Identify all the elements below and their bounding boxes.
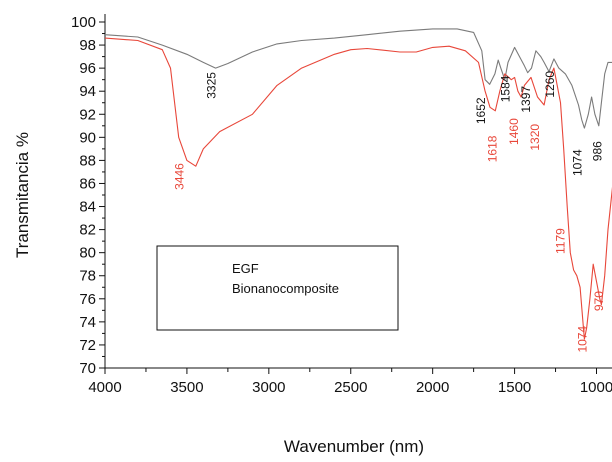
y-tick-label: 90: [79, 129, 96, 146]
x-tick-label: 4000: [88, 379, 121, 396]
x-tick-label: 3000: [252, 379, 285, 396]
legend-entry: EGF: [232, 261, 259, 276]
annotation-layer: 3325 1652 1584 1397 1260 1074 986 1618 1460 1320 3…: [173, 71, 606, 353]
peak-label: 1397: [519, 86, 533, 113]
series-line-egf: [105, 28, 612, 129]
legend: EGF Bionanocomposite: [156, 245, 399, 331]
y-axis-title: Transmitancia %: [13, 132, 32, 258]
y-tick-label: 88: [79, 152, 96, 169]
x-axis-title: Wavenumber (nm): [284, 437, 424, 456]
series-line-bionanocomposite: [105, 37, 612, 340]
peak-label: 1584: [499, 75, 513, 102]
y-tick-label: 74: [79, 314, 96, 331]
y-tick-label: 76: [79, 291, 96, 308]
y-tick-label: 94: [79, 83, 96, 100]
y-tick-label: 98: [79, 37, 96, 54]
peak-label: 986: [590, 141, 604, 161]
peak-label: 970: [592, 291, 606, 311]
series-layer: [105, 28, 612, 340]
peak-label: 1074: [570, 149, 584, 176]
y-tick-label: 82: [79, 222, 96, 239]
x-tick-label: 1500: [498, 379, 531, 396]
peak-label: 1618: [486, 135, 500, 162]
y-tick-label: 86: [79, 175, 96, 192]
y-tick-label: 72: [79, 337, 96, 354]
y-tick-label: 70: [79, 360, 96, 377]
legend-box: [156, 245, 399, 331]
x-tick-label: 2500: [334, 379, 367, 396]
peak-label: 3446: [173, 163, 187, 190]
y-tick-label: 92: [79, 106, 96, 123]
y-tick-label: 96: [79, 60, 96, 77]
y-tick-label: 80: [79, 245, 96, 262]
peak-label: 1652: [474, 97, 488, 124]
axes: 70 72 74 76 78 80 82 84 86 88 90 92 94 96 98 100 4000 350…: [71, 14, 612, 396]
peak-label: 1460: [507, 118, 521, 145]
y-tick-label: 100: [71, 14, 96, 31]
peak-label: 1260: [543, 71, 557, 98]
x-tick-label: 3500: [170, 379, 203, 396]
peak-label: 1320: [528, 124, 542, 151]
peak-label: 1074: [576, 326, 590, 353]
x-tick-label: 1000: [580, 379, 612, 396]
y-tick-label: 78: [79, 268, 96, 285]
legend-entry: Bionanocomposite: [232, 281, 339, 296]
y-tick-label: 84: [79, 199, 96, 216]
peak-label: 3325: [205, 72, 219, 99]
peak-label: 1179: [554, 228, 568, 254]
x-tick-label: 2000: [416, 379, 449, 396]
